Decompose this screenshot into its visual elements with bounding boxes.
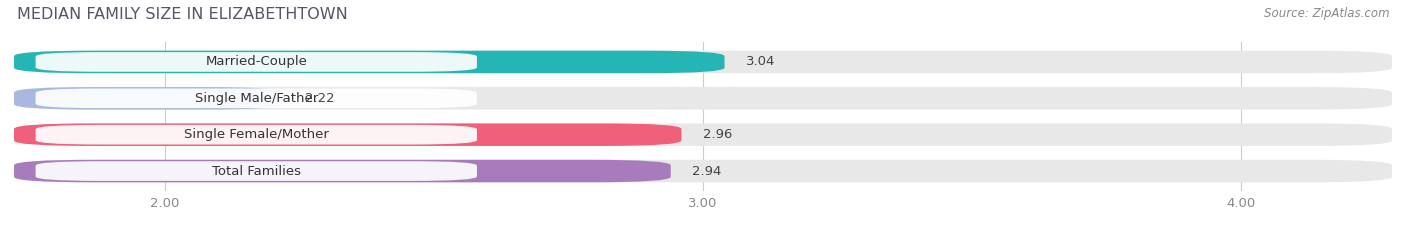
FancyBboxPatch shape [14, 51, 724, 73]
FancyBboxPatch shape [14, 87, 283, 110]
Text: Source: ZipAtlas.com: Source: ZipAtlas.com [1264, 7, 1389, 20]
Text: 3.04: 3.04 [747, 55, 776, 69]
FancyBboxPatch shape [35, 125, 477, 144]
Text: Married-Couple: Married-Couple [205, 55, 307, 69]
FancyBboxPatch shape [35, 161, 477, 181]
Text: 2.94: 2.94 [692, 164, 721, 178]
Text: Single Male/Father: Single Male/Father [194, 92, 318, 105]
FancyBboxPatch shape [14, 160, 671, 182]
FancyBboxPatch shape [14, 123, 682, 146]
Text: MEDIAN FAMILY SIZE IN ELIZABETHTOWN: MEDIAN FAMILY SIZE IN ELIZABETHTOWN [17, 7, 347, 22]
FancyBboxPatch shape [14, 123, 1392, 146]
FancyBboxPatch shape [14, 51, 1392, 73]
Text: Total Families: Total Families [212, 164, 301, 178]
FancyBboxPatch shape [35, 89, 477, 108]
Text: Single Female/Mother: Single Female/Mother [184, 128, 329, 141]
FancyBboxPatch shape [35, 52, 477, 72]
Text: 2.96: 2.96 [703, 128, 733, 141]
FancyBboxPatch shape [14, 87, 1392, 110]
FancyBboxPatch shape [14, 160, 1392, 182]
Text: 2.22: 2.22 [305, 92, 335, 105]
